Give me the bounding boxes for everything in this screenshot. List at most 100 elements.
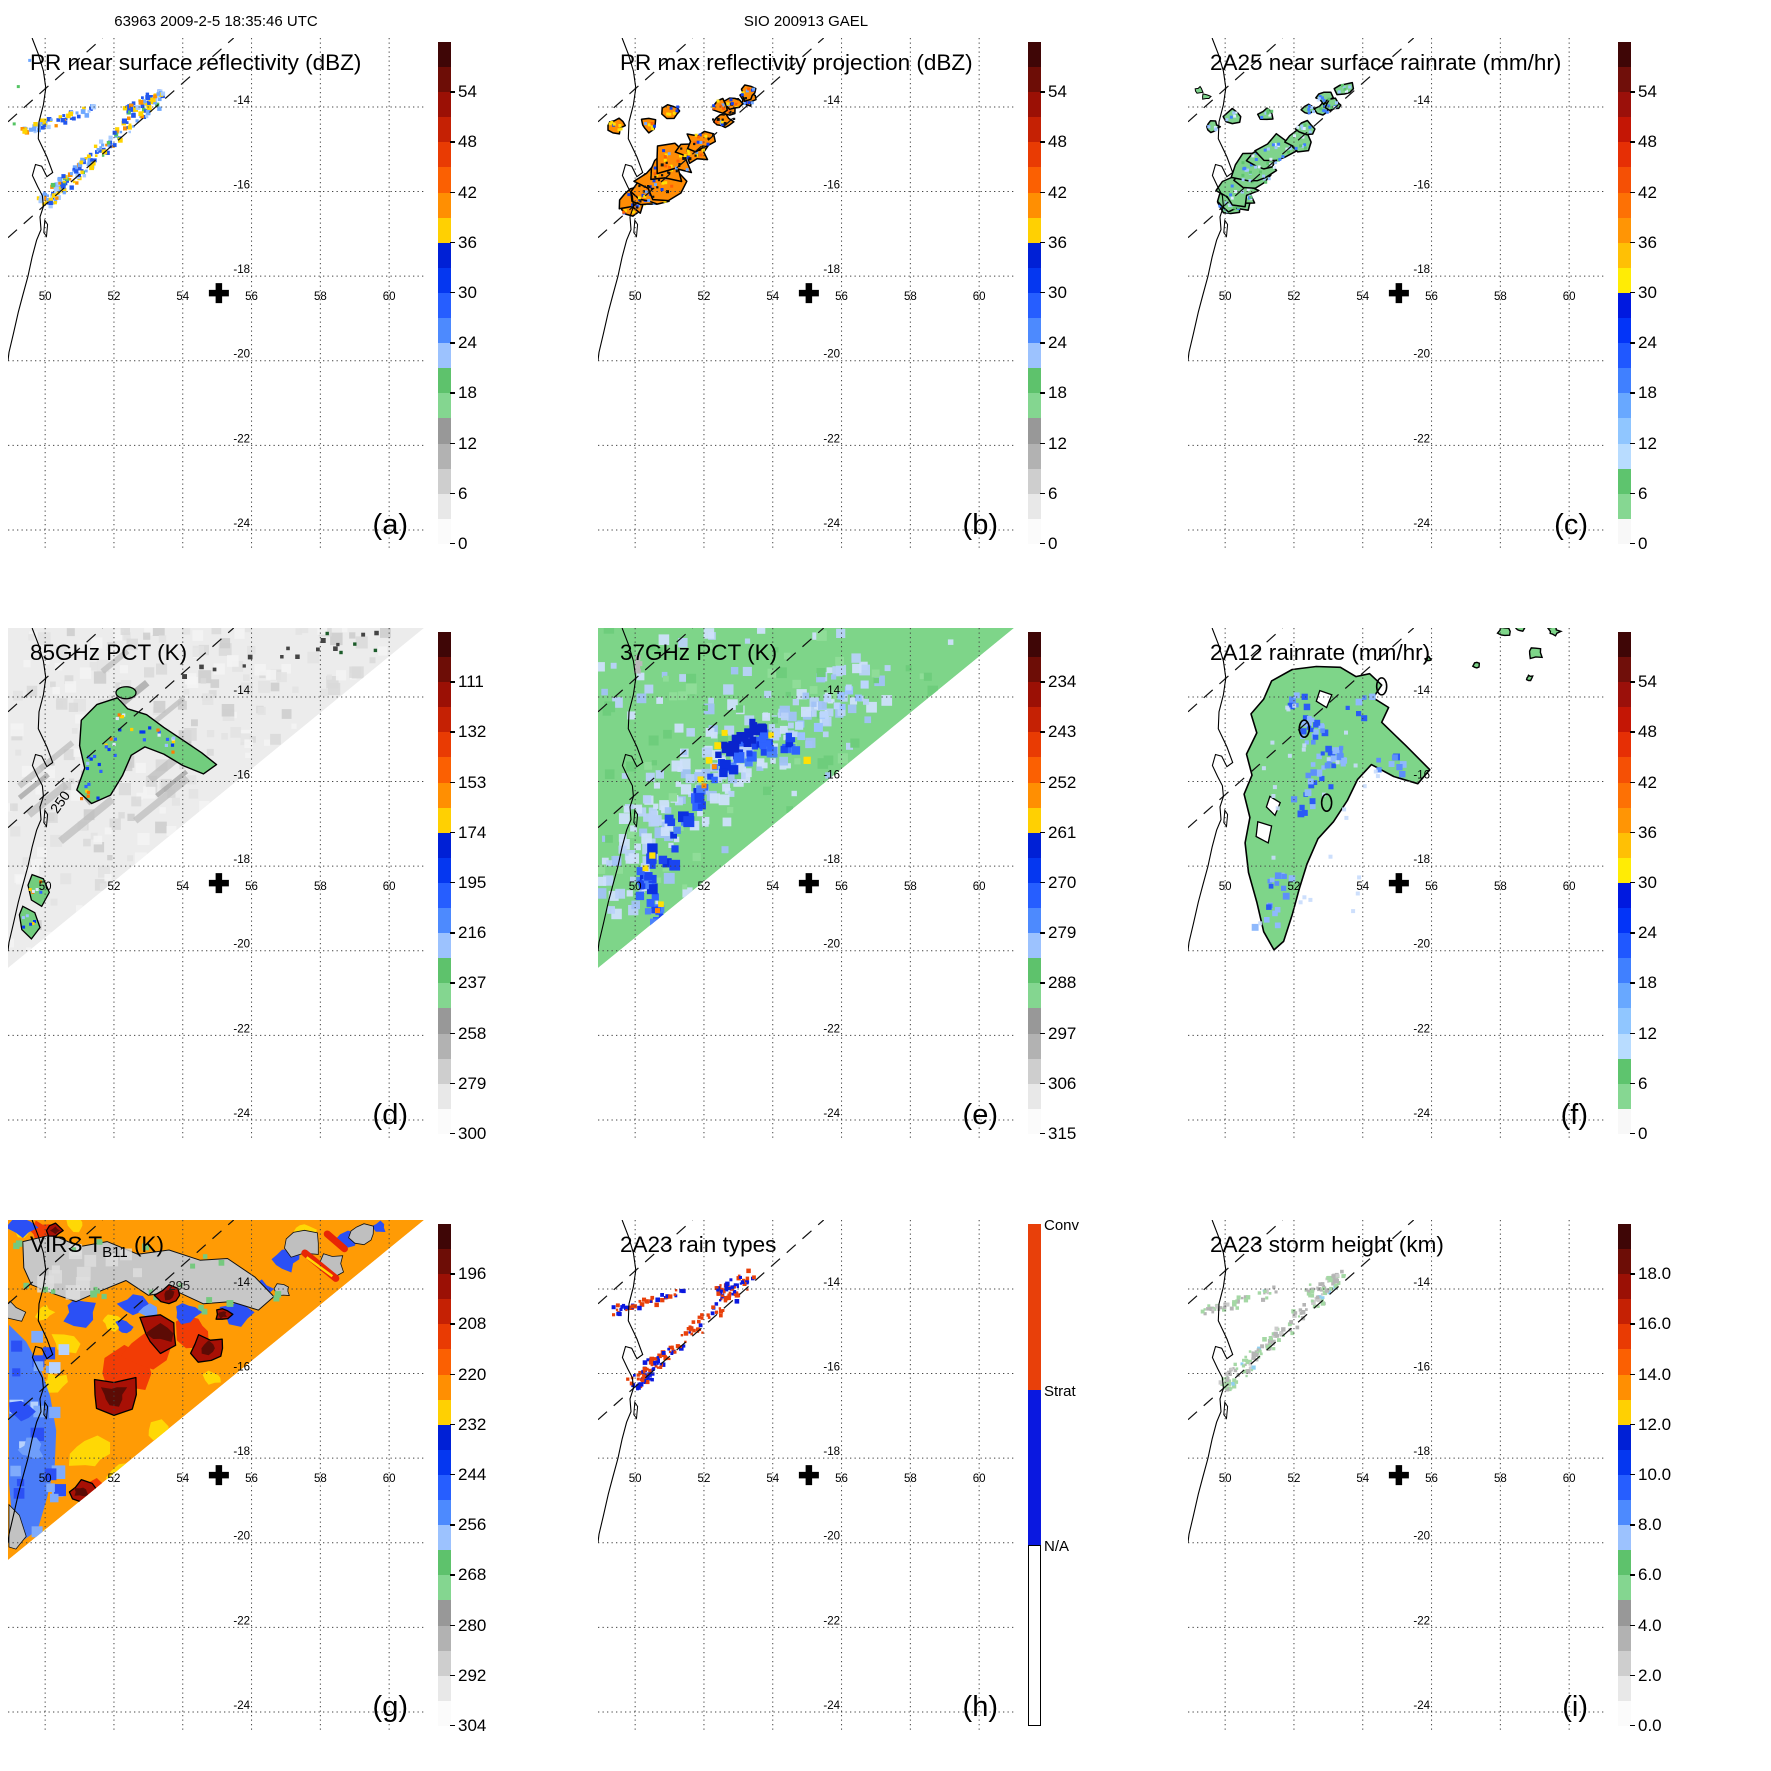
lat-tick-label: -22: [233, 1615, 250, 1627]
colorbar-segment: [1618, 1033, 1631, 1059]
colorbar-tick-label: 12.0: [1638, 1414, 1672, 1434]
panel-title: PR near surface reflectivity (dBZ): [30, 50, 361, 75]
colorbar-tick: [1630, 681, 1635, 683]
lat-tick-label: -20: [1413, 1531, 1430, 1543]
colorbar-tick: [1040, 982, 1045, 984]
gridlines: [598, 1220, 1014, 1730]
lon-tick-label: 52: [698, 291, 711, 303]
colorbar-tick-label: 256: [458, 1515, 487, 1535]
colorbar-tick: [1040, 731, 1045, 733]
lat-tick-label: -24: [823, 1108, 840, 1120]
colorbar-segment: [438, 1575, 451, 1601]
colorbar-segment: [1618, 933, 1631, 959]
colorbar-segment: [438, 632, 451, 658]
panel-letter: (b): [963, 509, 998, 541]
colorbar-tick: [1040, 882, 1045, 884]
lat-tick-label: -20: [823, 349, 840, 361]
swath-edge-lines: [8, 1220, 235, 1421]
colorbar-tick-label: 18: [1048, 383, 1067, 403]
colorbar-tick-label: 216: [458, 923, 487, 943]
lat-tick-label: -16: [823, 1362, 840, 1374]
map-d: 50 52 54 56 58 60 -14 -16 -18 -20 -22 -24 85GHz PCT …: [8, 628, 424, 1138]
colorbar-tick-label: 153: [458, 772, 487, 792]
data-field-pr_max: [607, 84, 757, 217]
colorbar-tick: [1040, 141, 1045, 143]
colorbar-tick: [1630, 982, 1635, 984]
colorbar-h: [1028, 1224, 1041, 1726]
colorbar-tick-label: 0: [1638, 1124, 1648, 1143]
colorbar-tick: [1040, 831, 1045, 834]
lon-tick-label: 58: [904, 291, 917, 303]
contour-label: 295: [168, 1278, 190, 1293]
swath-edge-lines: [1188, 1220, 1415, 1421]
colorbar-segment: [1028, 782, 1041, 808]
colorbar-segment: [1618, 343, 1631, 369]
colorbar-tick: [1040, 492, 1045, 495]
lon-tick-label: 58: [314, 881, 327, 893]
colorbar-tick: [1040, 681, 1045, 683]
colorbar-segment: [1028, 807, 1041, 833]
colorbar-segment: [438, 1650, 451, 1676]
colorbar-segment: [1028, 117, 1041, 143]
colorbar-segment: [438, 1108, 451, 1134]
coastline: [598, 628, 644, 951]
lon-tick-label: 50: [39, 291, 52, 303]
orbit-timestamp-title: 63963 2009-2-5 18:35:46 UTC: [114, 13, 318, 30]
colorbar-tick: [1630, 543, 1635, 545]
lon-tick-label: 56: [1425, 1473, 1438, 1485]
colorbar-tick-label: 24: [458, 333, 477, 353]
colorbar-segment: [1618, 1550, 1631, 1576]
colorbar-tick-label: 18.0: [1638, 1264, 1672, 1284]
colorbar-segment: [1028, 983, 1041, 1009]
colorbar-tick-label: 208: [458, 1314, 487, 1334]
colorbar-segment: [1618, 1399, 1631, 1425]
lon-tick-label: 52: [108, 1473, 121, 1485]
lon-tick-label: 58: [904, 881, 917, 893]
colorbar-segment: [438, 1083, 451, 1109]
lat-tick-label: -20: [233, 1531, 250, 1543]
colorbar-tick-label: 0.0: [1638, 1716, 1662, 1735]
lon-tick-label: 50: [629, 291, 642, 303]
colorbar-segment: [1618, 1083, 1631, 1109]
colorbar-c: [1618, 42, 1631, 544]
colorbar-tick-label: 244: [458, 1465, 487, 1484]
colorbar-tick: [450, 1373, 455, 1375]
colorbar-tick: [1630, 1423, 1635, 1426]
lat-tick-label: -16: [823, 770, 840, 782]
lat-tick-label: -20: [1413, 349, 1430, 361]
colorbar-tick: [450, 392, 455, 394]
colorbar-segment: [1618, 1224, 1631, 1250]
colorbar-tick-label: 279: [458, 1073, 487, 1093]
colorbar-tick: [1630, 342, 1635, 344]
lon-tick-label: 60: [1563, 1473, 1576, 1485]
colorbar-segment: [438, 908, 451, 934]
colorbar-segment: [1618, 657, 1631, 683]
colorbar-segment: [1618, 318, 1631, 344]
colorbar-tick-label: 195: [458, 873, 487, 892]
lon-tick-label: 60: [973, 881, 986, 893]
colorbar-segment: [1028, 1545, 1041, 1726]
colorbar-tick-label: 24: [1638, 923, 1657, 943]
colorbar-tick: [1630, 1524, 1635, 1526]
data-field-rr_2a12: [1243, 628, 1563, 951]
colorbar-tick: [1630, 1032, 1635, 1034]
colorbar-tick-label: 18: [1638, 383, 1657, 403]
colorbar-tick: [450, 1273, 455, 1275]
panel-title: 2A23 storm height (km): [1210, 1232, 1444, 1257]
colorbar-tick: [450, 1624, 455, 1626]
colorbar-tick-label: 30: [1638, 873, 1657, 892]
lat-tick-label: -14: [823, 1277, 840, 1289]
colorbar-a: [438, 42, 451, 544]
colorbar-segment: [1618, 682, 1631, 708]
colorbar-category-label: N/A: [1044, 1538, 1070, 1556]
colorbar-segment: [1618, 142, 1631, 168]
panel-letter: (i): [1562, 1691, 1588, 1723]
colorbar-tick-label: 6: [458, 483, 468, 503]
colorbar-tick: [1630, 1273, 1635, 1275]
colorbar-segment: [1618, 757, 1631, 783]
lat-tick-label: -16: [233, 180, 250, 192]
panel-c: 50 52 54 56 58 60 -14 -16 -18 -20 -22 -24 2A25 near …: [1188, 38, 1604, 548]
colorbar-tick: [1630, 1624, 1635, 1626]
colorbar-tick-label: 306: [1048, 1073, 1077, 1093]
lon-tick-label: 58: [314, 291, 327, 303]
